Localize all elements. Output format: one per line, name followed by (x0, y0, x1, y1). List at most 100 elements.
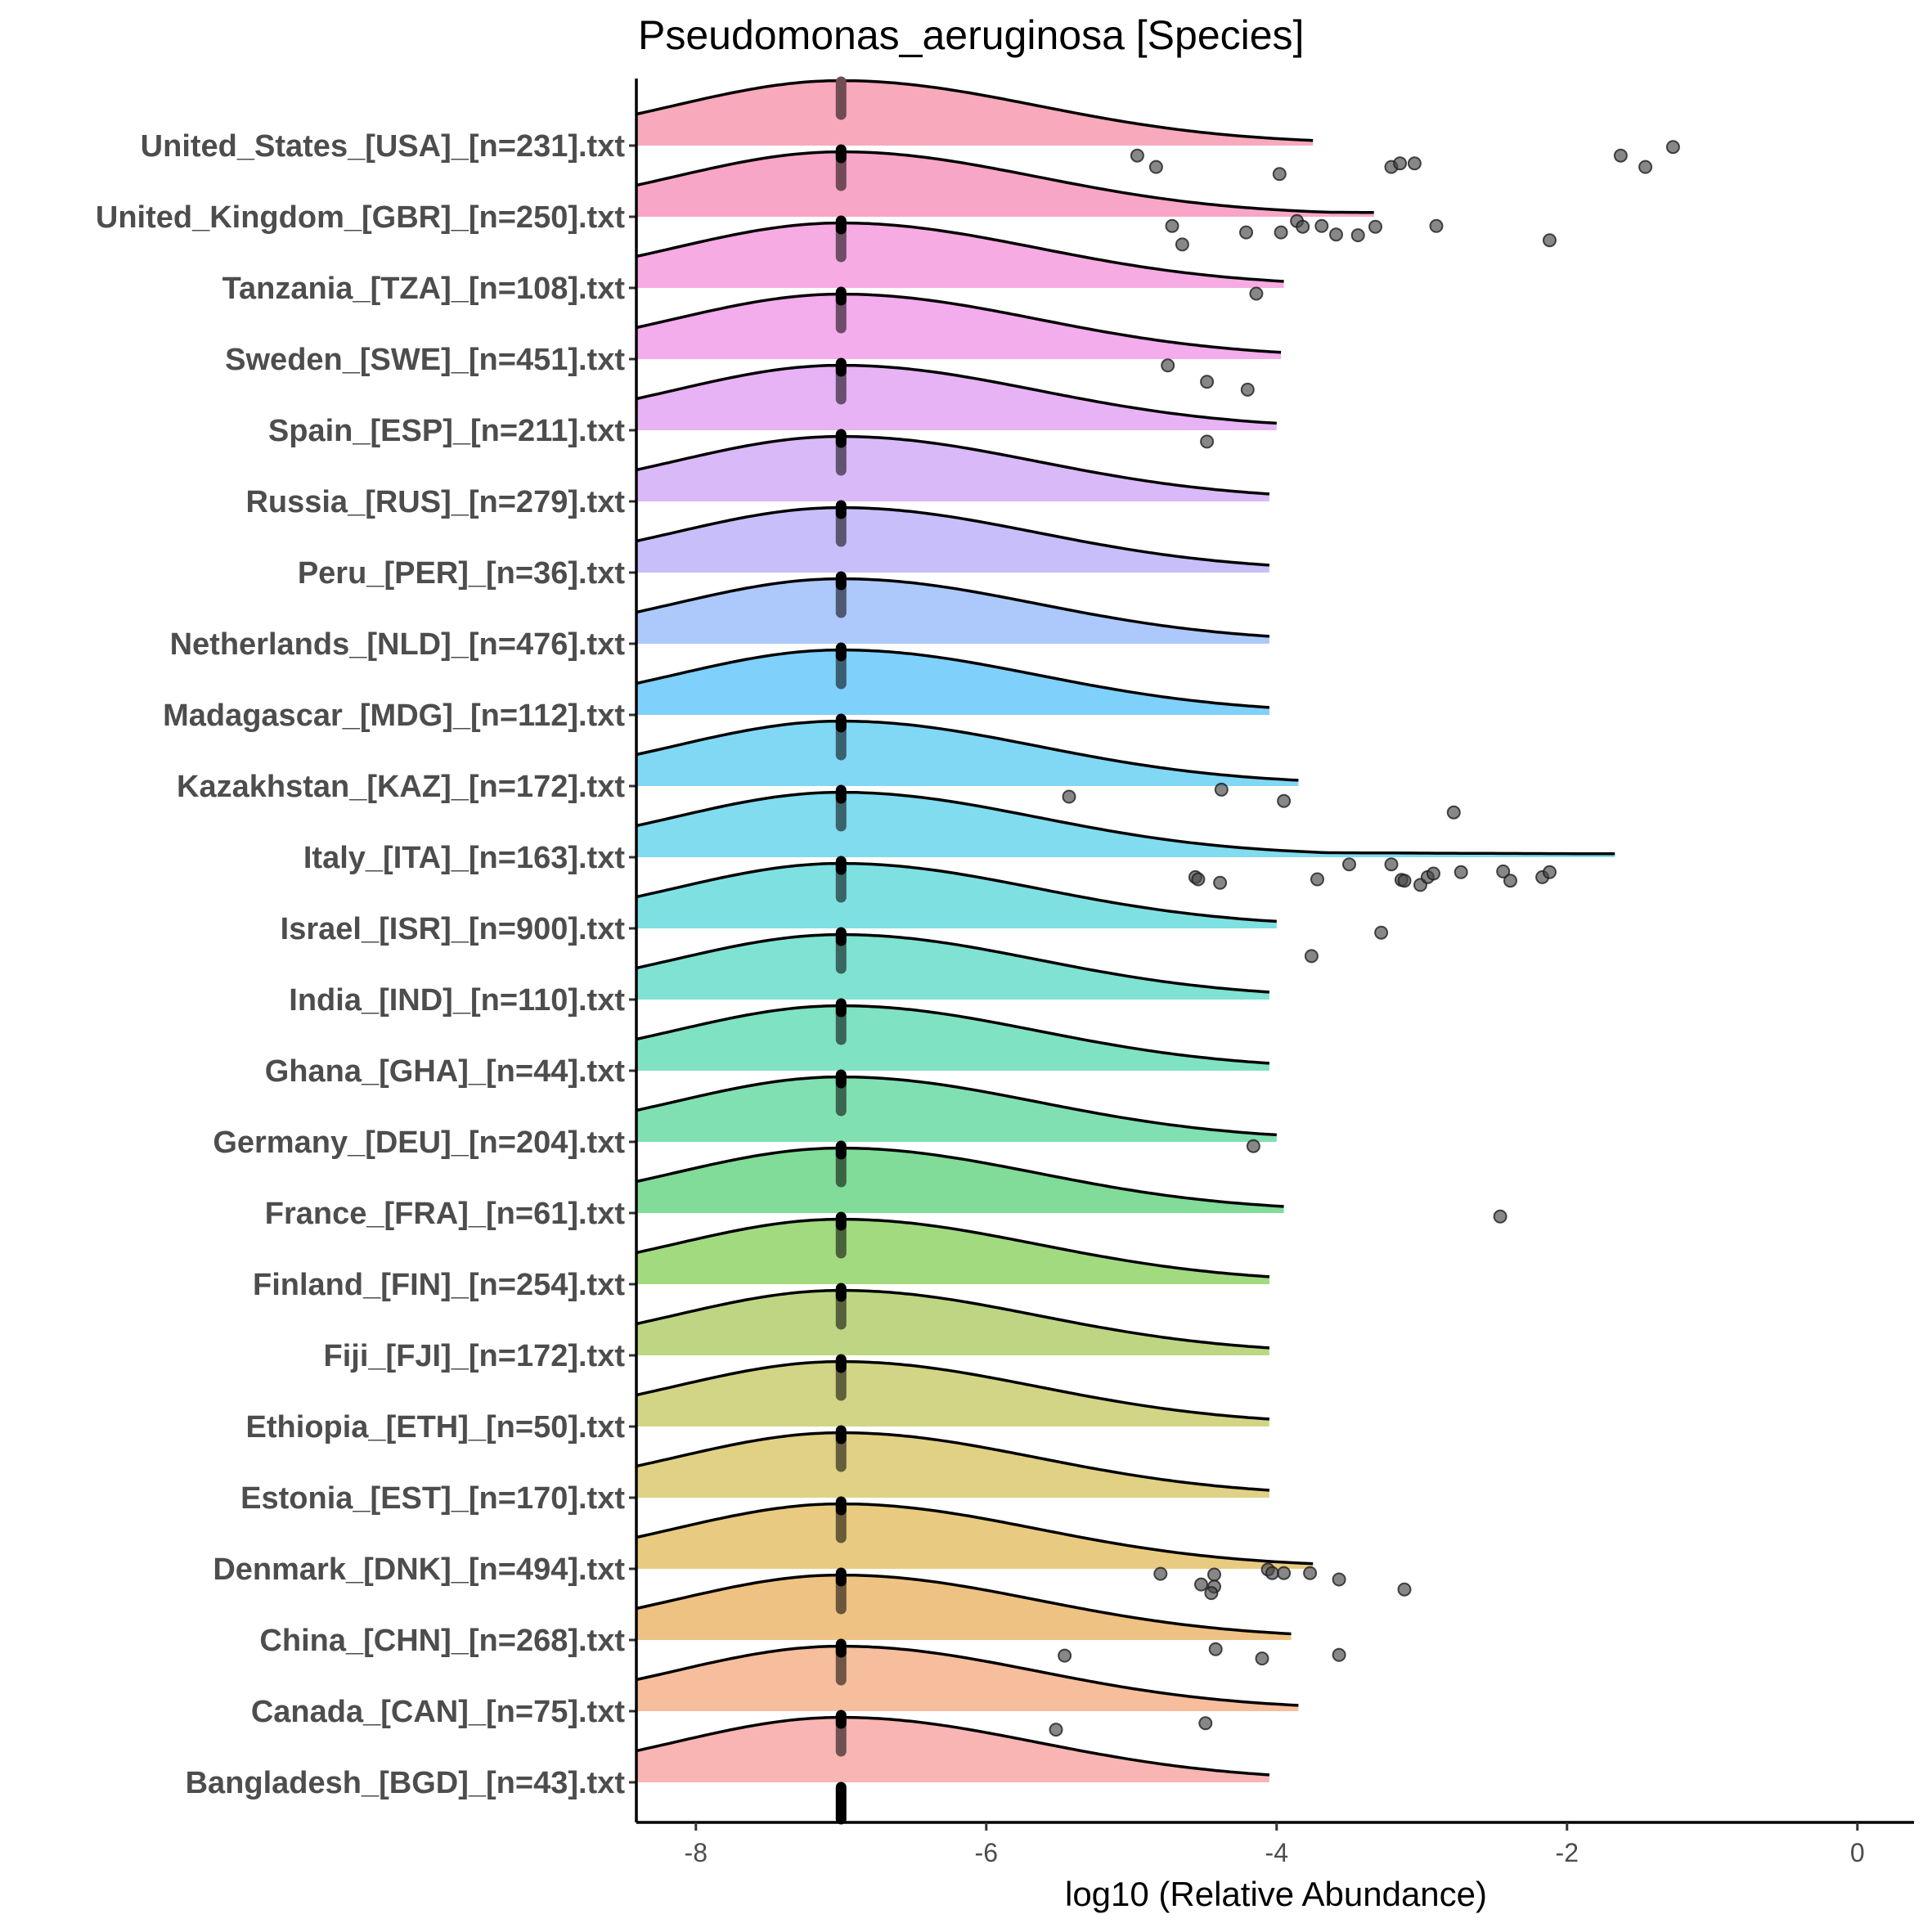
data-point (1255, 1651, 1269, 1666)
ridge-2 (636, 221, 1284, 288)
data-point (1665, 140, 1680, 155)
ridge-13 (636, 1004, 1270, 1071)
ridge-outline (636, 79, 1314, 142)
ridge-fill (636, 934, 1269, 1000)
ridge-fill (636, 649, 1269, 715)
data-point (1304, 949, 1319, 964)
ridge-3 (636, 292, 1282, 359)
y-tick-label: Madagascar_[MDG]_[n=112].txt (163, 699, 625, 733)
data-point (1503, 874, 1517, 888)
ridge-outline (636, 932, 1270, 994)
ridge-9 (636, 719, 1299, 786)
y-tick-label: Russia_[RUS]_[n=279].txt (245, 485, 625, 519)
ridge-outline (636, 1075, 1277, 1137)
ridge-outline (636, 861, 1277, 923)
ridge-fill (636, 507, 1269, 573)
ridge-fill (636, 578, 1269, 644)
data-point (1148, 160, 1163, 174)
ridge-fill (636, 1361, 1269, 1427)
x-tick-label: -2 (1556, 1838, 1579, 1867)
ridge-outline (636, 719, 1299, 782)
data-point (1265, 1566, 1279, 1580)
data-point (1204, 1586, 1219, 1601)
data-point (1246, 1139, 1260, 1153)
ridge-fill (636, 294, 1282, 359)
y-tick-label: Spain_[ESP]_[n=211].txt (268, 414, 625, 448)
y-tick-label: Kazakhstan_[KAZ]_[n=172].txt (177, 770, 625, 804)
data-point (1543, 865, 1557, 879)
ridge-23 (636, 1715, 1270, 1782)
ridge-18 (636, 1359, 1270, 1427)
ridge-fill (636, 1290, 1269, 1355)
data-point (1613, 148, 1628, 163)
ridge-outline (636, 1217, 1270, 1278)
y-tick-label: Ethiopia_[ETH]_[n=50].txt (246, 1410, 626, 1445)
ridge-10 (636, 790, 1615, 857)
y-tick-label: Estonia_[EST]_[n=170].txt (240, 1481, 625, 1516)
ridge-outline (636, 221, 1284, 283)
data-point (1446, 805, 1461, 820)
ridge-outline (636, 1715, 1270, 1777)
y-tick-label: France_[FRA]_[n=61].txt (265, 1197, 626, 1231)
data-point (1200, 375, 1215, 389)
data-point (1249, 286, 1264, 301)
ridge-fill (636, 792, 1615, 857)
y-tick-label: Tanzania_[TZA]_[n=108].txt (222, 272, 626, 306)
y-tick-label: Sweden_[SWE]_[n=451].txt (225, 343, 625, 377)
ridge-8 (636, 648, 1270, 715)
data-point (1161, 358, 1175, 373)
ridge-outline (636, 1502, 1314, 1566)
data-point (1496, 864, 1511, 878)
ridge-20 (636, 1502, 1314, 1569)
ridge-0 (636, 79, 1314, 146)
y-tick-label: Ghana_[GHA]_[n=44].txt (265, 1054, 626, 1089)
ridge-4 (636, 363, 1277, 430)
x-tick-label: 0 (1850, 1838, 1865, 1867)
ridge-outline (636, 292, 1282, 354)
data-point (1165, 218, 1179, 233)
ridge-11 (636, 861, 1277, 928)
ridge-fill (636, 1646, 1299, 1711)
x-axis: -8 -6 -4 -2 0 (636, 1821, 1914, 1867)
data-point (1332, 1647, 1346, 1662)
y-tick-label: Bangladesh_[BGD]_[n=43].txt (186, 1766, 626, 1800)
ridge-fill (636, 1717, 1269, 1782)
y-tick-label: Finland_[FIN]_[n=254].txt (253, 1268, 625, 1302)
data-point (1198, 1716, 1213, 1731)
y-tick-label: Italy_[ITA]_[n=163].txt (303, 841, 625, 875)
data-point (1240, 382, 1255, 397)
ridge-fill (636, 721, 1299, 786)
data-point (1272, 167, 1287, 182)
x-tick-label: -6 (975, 1838, 998, 1867)
data-point (1429, 218, 1444, 233)
chart-title: Pseudomonas_aeruginosa [Species] (638, 12, 1304, 58)
ridge-12 (636, 932, 1270, 1000)
ridge-5 (636, 434, 1270, 501)
ridge-outline (636, 648, 1270, 709)
y-tick-label: Germany_[DEU]_[n=204].txt (213, 1126, 625, 1160)
data-point (1638, 160, 1653, 174)
points-layer (1049, 140, 1680, 1737)
ridge-outline (636, 1573, 1292, 1636)
ridge-outline (636, 1288, 1270, 1350)
data-point (1194, 1577, 1208, 1592)
ridge-outline (636, 505, 1270, 567)
y-axis: United_States_[USA]_[n=231].txt United_Ki… (96, 79, 638, 1822)
ridge-16 (636, 1217, 1270, 1284)
ridge-outline (636, 434, 1270, 496)
data-point (1208, 1642, 1223, 1656)
data-point (1191, 872, 1206, 887)
ridge-fill (636, 1503, 1314, 1569)
ridge-outline (636, 790, 1615, 856)
ridge-fill (636, 1432, 1269, 1498)
ridge-21 (636, 1573, 1292, 1640)
data-point (1397, 874, 1412, 888)
data-point (1453, 865, 1468, 879)
data-point (1493, 1209, 1507, 1224)
ridge-7 (636, 577, 1270, 644)
ridge-fill (636, 1575, 1292, 1640)
data-point (1277, 793, 1292, 808)
data-point (1207, 1567, 1221, 1582)
y-tick-label: Denmark_[DNK]_[n=494].txt (213, 1552, 625, 1587)
